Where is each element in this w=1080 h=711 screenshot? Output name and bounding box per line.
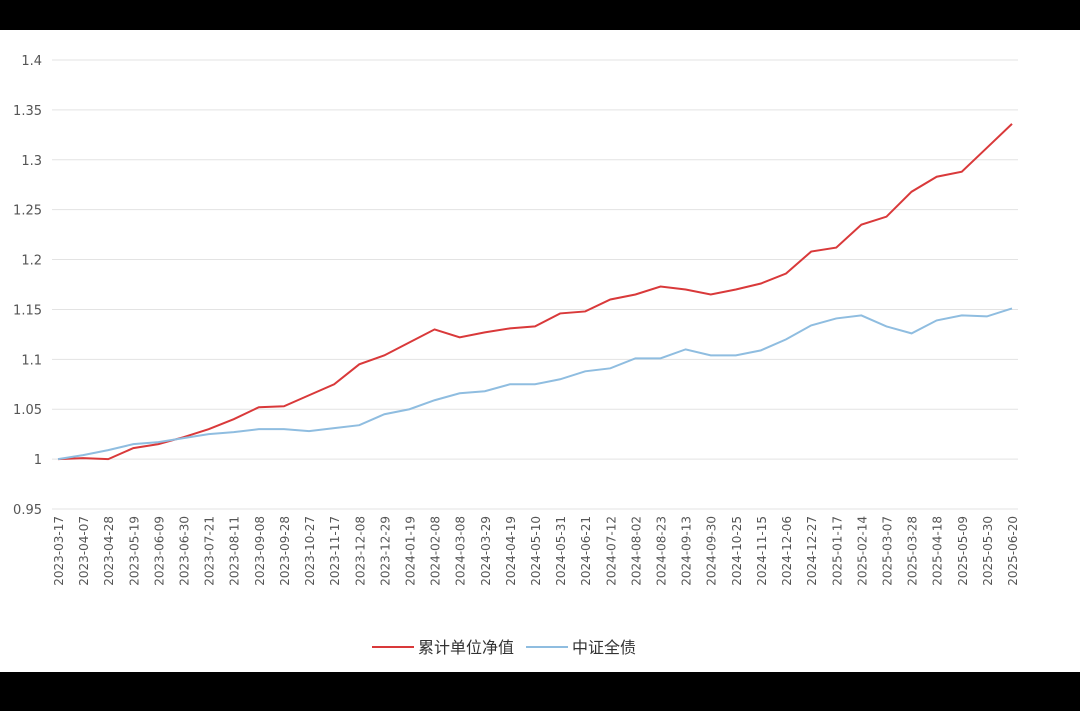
- x-tick-label: 2024-03-08: [454, 516, 468, 586]
- y-tick-label: 1: [34, 453, 42, 468]
- y-tick-label: 1.35: [13, 104, 42, 119]
- x-tick-label: 2024-11-15: [755, 516, 769, 586]
- x-tick-label: 2024-10-25: [730, 516, 744, 586]
- x-tick-label: 2024-12-06: [780, 516, 794, 586]
- x-tick-label: 2025-06-20: [1006, 516, 1020, 586]
- x-tick-label: 2023-06-09: [152, 516, 166, 586]
- x-tick-label: 2024-05-31: [554, 516, 568, 586]
- x-tick-label: 2023-05-19: [127, 516, 141, 586]
- x-tick-label: 2025-03-07: [880, 516, 894, 586]
- x-tick-label: 2023-09-28: [278, 516, 292, 586]
- chart-background: [0, 30, 1080, 672]
- x-tick-label: 2024-02-08: [429, 516, 443, 586]
- x-tick-label: 2023-08-11: [228, 516, 242, 586]
- x-tick-label: 2024-09-13: [680, 516, 694, 586]
- x-tick-label: 2023-04-07: [77, 516, 91, 586]
- x-tick-label: 2025-03-28: [906, 516, 920, 586]
- x-tick-label: 2023-04-28: [102, 516, 116, 586]
- x-tick-label: 2025-01-17: [830, 516, 844, 586]
- x-tick-label: 2024-07-12: [604, 516, 618, 586]
- x-tick-label: 2023-12-29: [378, 516, 392, 586]
- y-tick-label: 1.3: [21, 154, 42, 169]
- x-tick-label: 2023-03-17: [52, 516, 66, 586]
- series-line: [57, 307, 1013, 461]
- x-tick-label: 2023-06-30: [178, 516, 192, 586]
- x-tick-label: 2023-07-21: [203, 516, 217, 586]
- x-tick-label: 2024-05-10: [529, 516, 543, 586]
- x-tick-label: 2024-04-19: [504, 516, 518, 586]
- legend-label: 中证全债: [572, 638, 636, 657]
- y-tick-label: 0.95: [13, 503, 42, 518]
- x-tick-label: 2023-12-08: [353, 516, 367, 586]
- y-tick-label: 1.4: [21, 54, 42, 69]
- x-tick-label: 2024-09-30: [705, 516, 719, 586]
- y-tick-label: 1.25: [13, 204, 42, 219]
- x-tick-label: 2024-08-02: [629, 516, 643, 586]
- y-tick-label: 1.05: [13, 403, 42, 418]
- x-tick-label: 2023-10-27: [303, 516, 317, 586]
- x-tick-label: 2025-04-18: [931, 516, 945, 586]
- y-tick-label: 1.2: [21, 254, 42, 269]
- y-tick-label: 1.15: [13, 303, 42, 318]
- x-tick-label: 2025-05-09: [956, 516, 970, 586]
- x-tick-label: 2024-01-19: [403, 516, 417, 586]
- x-tick-label: 2025-05-30: [981, 516, 995, 586]
- x-tick-label: 2024-08-23: [655, 516, 669, 586]
- y-tick-label: 1.1: [21, 353, 42, 368]
- x-tick-label: 2024-03-29: [479, 516, 493, 586]
- x-tick-label: 2025-02-14: [855, 516, 869, 586]
- legend-label: 累计单位净值: [418, 638, 514, 657]
- x-tick-label: 2024-06-21: [579, 516, 593, 586]
- x-tick-label: 2023-11-17: [328, 516, 342, 586]
- series-line: [57, 123, 1013, 461]
- x-tick-label: 2023-09-08: [253, 516, 267, 586]
- x-tick-label: 2024-12-27: [805, 516, 819, 586]
